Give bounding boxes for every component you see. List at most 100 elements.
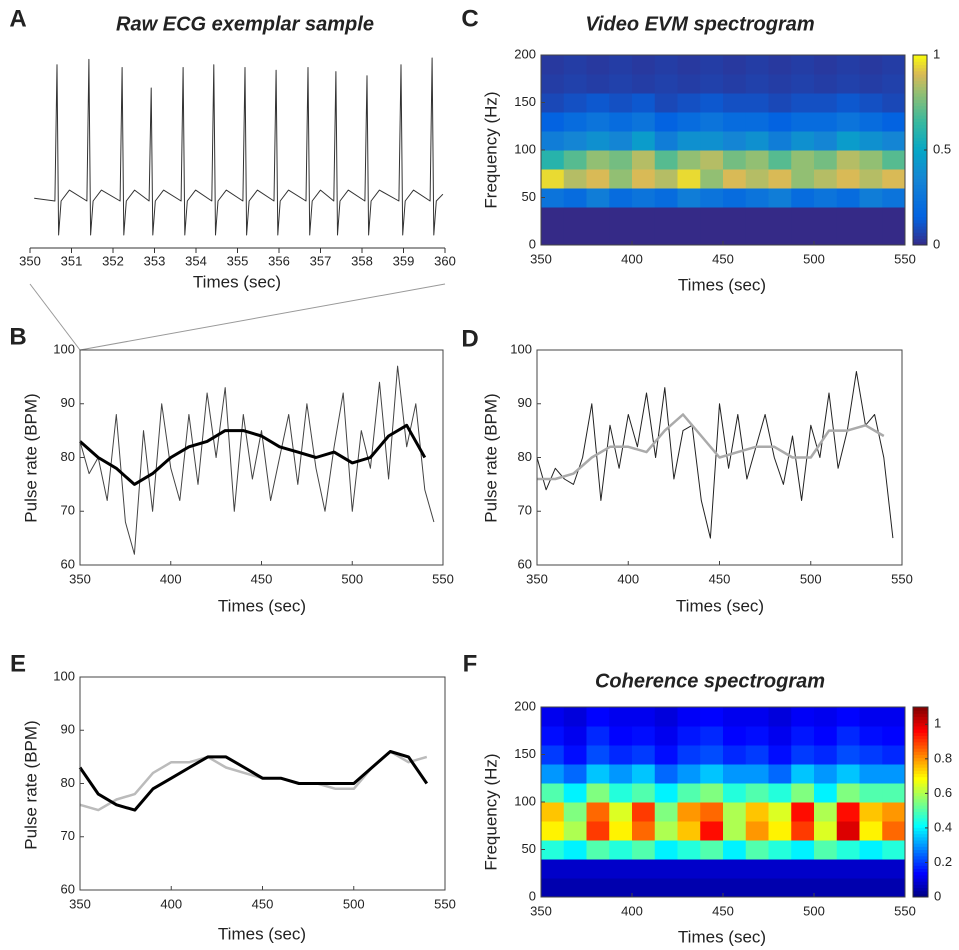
heatmap-cell: [723, 840, 747, 860]
heatmap-cell: [768, 707, 792, 727]
heatmap-cell: [791, 840, 815, 860]
heatmap-cell: [745, 745, 769, 765]
heatmap-cell: [768, 188, 792, 208]
heatmap-cell: [814, 207, 838, 227]
zoom-line: [79, 283, 446, 351]
y-tick-label: 100: [514, 141, 536, 156]
x-tick-label: 353: [144, 253, 166, 268]
heatmap-cell: [586, 840, 610, 860]
heatmap-cell: [632, 878, 656, 898]
heatmap-cell: [836, 783, 860, 803]
heatmap-cell: [768, 131, 792, 151]
chart-title: Raw ECG exemplar sample: [116, 13, 374, 35]
heatmap-cell: [563, 93, 587, 113]
panel: B Times (sec) Pulse rate (BPM) 350 400 450 500…: [9, 323, 454, 615]
heatmap-cell: [836, 707, 860, 727]
heatmap-cell: [609, 93, 633, 113]
colorbar-segment: [913, 210, 927, 214]
x-tick-label: 550: [894, 903, 916, 918]
heatmap-cell: [654, 226, 678, 246]
colorbar-segment: [913, 811, 928, 816]
heatmap-cell: [859, 840, 883, 860]
heatmap-cell: [677, 821, 701, 841]
heatmap-cell: [768, 821, 792, 841]
x-tick-label: 360: [434, 253, 456, 268]
colorbar-segment: [913, 67, 927, 72]
colorbar-segment: [913, 751, 928, 755]
heatmap-cell: [586, 802, 610, 822]
colorbar-segment: [913, 184, 927, 189]
colorbar-segment: [913, 108, 927, 113]
heatmap-cell: [677, 169, 701, 189]
heatmap-cell: [768, 207, 792, 227]
heatmap-cell: [745, 821, 769, 841]
heatmap-cell: [814, 878, 838, 898]
colorbar-segment: [913, 764, 928, 768]
heatmap-cell: [541, 764, 565, 784]
colorbar-segment: [913, 773, 928, 778]
panel-letter: C: [461, 5, 478, 32]
heatmap-cell: [814, 859, 838, 879]
colorbar-segment: [913, 241, 927, 246]
heatmap-cell: [541, 55, 565, 75]
y-tick-label: 150: [514, 94, 536, 109]
panel-letter: E: [10, 650, 26, 677]
heatmap-cell: [882, 764, 906, 784]
heatmap-cell: [563, 726, 587, 746]
heatmap-cell: [563, 878, 587, 898]
colorbar-segment: [913, 716, 928, 721]
heatmap-cell: [882, 131, 906, 151]
heatmap-cell: [859, 207, 883, 227]
heatmap-cell: [791, 859, 815, 879]
heatmap-cell: [586, 112, 610, 132]
colorbar-segment: [913, 862, 928, 866]
x-tick-label: 350: [530, 903, 552, 918]
heatmap-cell: [723, 112, 747, 132]
colorbar-tick-label: 1: [933, 46, 940, 61]
colorbar-segment: [913, 105, 927, 110]
colorbar-segment: [913, 140, 927, 145]
heatmap-cell: [609, 802, 633, 822]
heatmap-cell: [541, 112, 565, 132]
heatmap-cell: [814, 112, 838, 132]
heatmap-cell: [586, 859, 610, 879]
heatmap-cell: [677, 745, 701, 765]
colorbar-segment: [913, 707, 928, 711]
heatmap-cell: [745, 840, 769, 860]
heatmap-cell: [677, 55, 701, 75]
colorbar-segment: [913, 200, 927, 205]
x-tick-label: 500: [803, 903, 825, 918]
heatmap-cell: [791, 726, 815, 746]
heatmap-cell: [654, 55, 678, 75]
heatmap-cell: [768, 745, 792, 765]
heatmap-cell: [859, 131, 883, 151]
colorbar-segment: [913, 890, 928, 895]
heatmap-cell: [836, 859, 860, 879]
heatmap-cell: [563, 112, 587, 132]
colorbar-segment: [913, 726, 928, 730]
colorbar-segment: [913, 713, 928, 717]
heatmap-cell: [859, 226, 883, 246]
heatmap-cell: [609, 131, 633, 151]
colorbar-segment: [913, 159, 927, 164]
panel-letter: B: [9, 323, 26, 350]
x-tick-label: 400: [160, 571, 182, 586]
colorbar-segment: [913, 849, 928, 854]
heatmap-cell: [723, 226, 747, 246]
x-tick-label: 550: [432, 571, 454, 586]
heatmap-cell: [541, 93, 565, 113]
colorbar-segment: [913, 827, 928, 831]
heatmap-cell: [609, 821, 633, 841]
heatmap-cell: [745, 707, 769, 727]
heatmap-cell: [586, 188, 610, 208]
panel: D Times (sec) Pulse rate (BPM) 350 400 450 500…: [461, 325, 913, 615]
heatmap-cell: [609, 707, 633, 727]
x-tick-label: 550: [894, 251, 916, 266]
colorbar-segment: [913, 865, 928, 869]
heatmap-cell: [700, 207, 724, 227]
colorbar-segment: [913, 732, 928, 736]
heatmap-cell: [654, 707, 678, 727]
heatmap-cell: [882, 169, 906, 189]
heatmap-cell: [859, 93, 883, 113]
heatmap-cell: [859, 188, 883, 208]
